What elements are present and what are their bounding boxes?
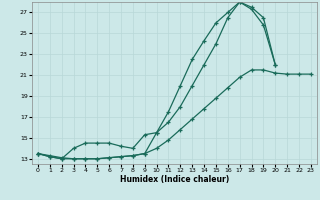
X-axis label: Humidex (Indice chaleur): Humidex (Indice chaleur) <box>120 175 229 184</box>
